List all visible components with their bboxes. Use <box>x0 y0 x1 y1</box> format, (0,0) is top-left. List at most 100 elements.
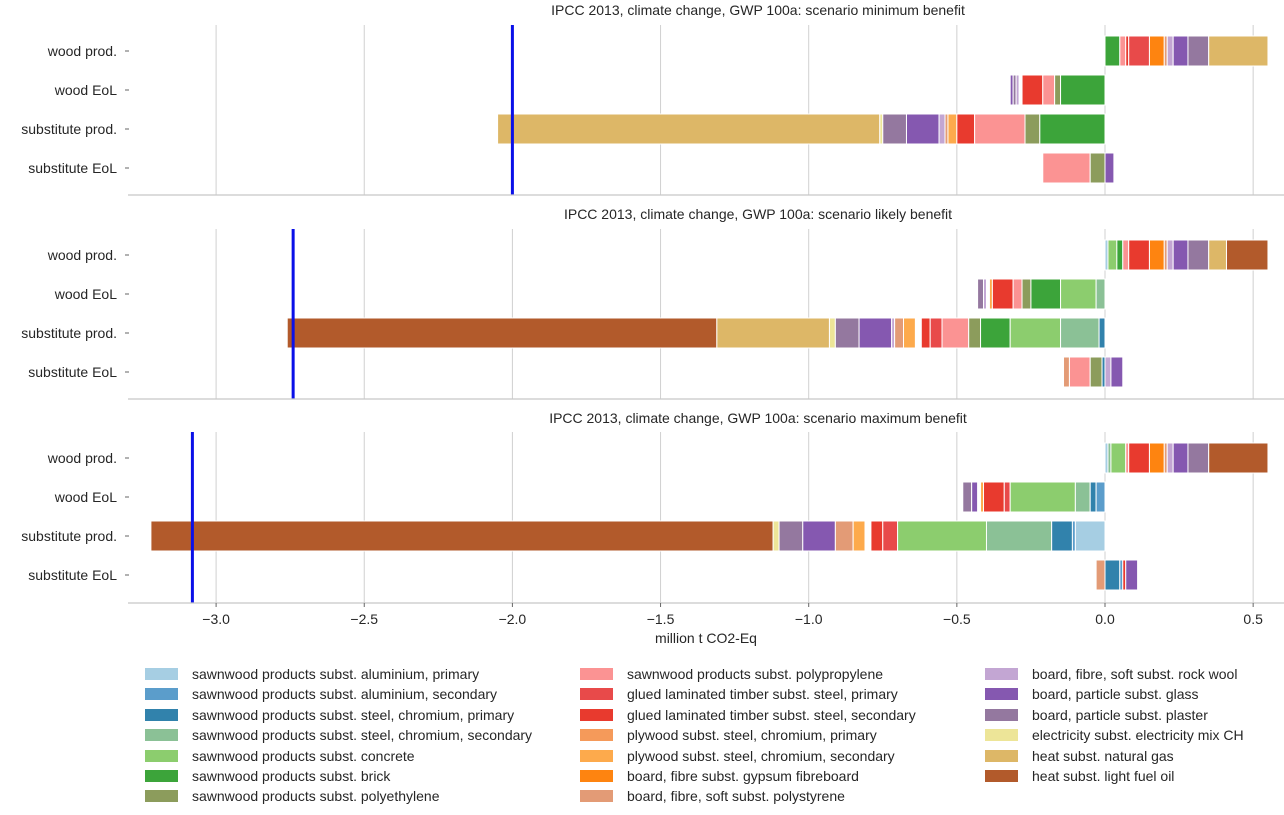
legend-label: sawnwood products subst. steel, chromium… <box>192 727 533 744</box>
bar-segment <box>980 317 1011 349</box>
bar-segment <box>1095 559 1106 591</box>
x-tick-label: −3.0 <box>202 611 230 627</box>
bar-segment <box>882 113 907 145</box>
bar-segment <box>497 113 881 145</box>
legend-item: board, fibre, soft subst. rock wool <box>985 664 1237 684</box>
bar-segment <box>1166 442 1174 474</box>
legend-item: board, particle subst. glass <box>985 684 1199 704</box>
bar-segment <box>1021 74 1044 106</box>
legend-swatch <box>145 770 178 782</box>
bar-segment <box>1148 35 1165 67</box>
bar-segment <box>882 520 899 552</box>
panel-title: IPCC 2013, climate change, GWP 100a: sce… <box>549 410 967 426</box>
bar-segment <box>1089 152 1106 184</box>
bar-segment <box>1172 442 1189 474</box>
bar-segment <box>894 317 905 349</box>
bar-segment <box>1095 278 1106 310</box>
bar-segment <box>1128 442 1150 474</box>
legend-item: plywood subst. steel, chromium, secondar… <box>580 746 895 766</box>
bar-segment <box>1110 356 1124 388</box>
chart-canvas: IPCC 2013, climate change, GWP 100a: sce… <box>21 2 1284 646</box>
legend-item: sawnwood products subst. polypropylene <box>580 664 883 684</box>
bar-segment <box>1208 35 1269 67</box>
bar-segment <box>1104 356 1112 388</box>
category-label: wood prod. <box>47 247 117 263</box>
legend-label: sawnwood products subst. concrete <box>192 747 415 764</box>
bar-segment <box>1051 520 1073 552</box>
legend-label: board, particle subst. glass <box>1032 686 1199 703</box>
bar-segment <box>1015 74 1020 106</box>
x-tick-label: −1.0 <box>795 611 823 627</box>
bar-segment <box>1119 35 1127 67</box>
bar-segment <box>1063 356 1070 388</box>
bar-segment <box>971 481 979 513</box>
legend-label: heat subst. natural gas <box>1032 747 1174 764</box>
bar-segment <box>1009 317 1062 349</box>
category-label: wood EoL <box>54 286 117 302</box>
legend-label: plywood subst. steel, chromium, secondar… <box>627 747 895 764</box>
bar-segment <box>941 317 970 349</box>
bar-segment <box>1110 442 1127 474</box>
bar-segment <box>1166 35 1174 67</box>
bar-segment <box>947 113 958 145</box>
bar-segment <box>1003 481 1011 513</box>
legend-label: glued laminated timber subst. steel, sec… <box>627 706 916 723</box>
category-label: substitute EoL <box>28 364 117 380</box>
legend-item: sawnwood products subst. concrete <box>145 746 415 766</box>
bar-segment <box>852 520 866 552</box>
bar-segment <box>929 317 943 349</box>
bar-segment <box>1039 113 1106 145</box>
category-label: wood EoL <box>54 489 117 505</box>
category-label: substitute EoL <box>28 160 117 176</box>
bar-segment <box>1128 35 1150 67</box>
bar-segment <box>772 520 780 552</box>
bar-segment <box>1107 239 1118 271</box>
bar-segment <box>716 317 830 349</box>
category-label: substitute prod. <box>21 528 117 544</box>
legend-label: board, fibre subst. gypsum fibreboard <box>627 768 859 784</box>
legend-swatch <box>985 688 1018 701</box>
bar-segment <box>1074 520 1106 552</box>
legend-swatch <box>985 729 1018 742</box>
legend-item: board, particle subst. plaster <box>985 705 1208 725</box>
bar-segment <box>1089 356 1103 388</box>
bar-segment <box>1148 239 1165 271</box>
legend-swatch <box>145 688 178 701</box>
bar-segment <box>1225 239 1269 271</box>
legend-swatch <box>580 668 613 680</box>
legend-label: sawnwood products subst. polypropylene <box>627 666 884 682</box>
bar-segment <box>905 113 940 145</box>
legend-item: glued laminated timber subst. steel, pri… <box>580 684 898 704</box>
legend-swatch <box>985 770 1018 782</box>
bar-segment <box>1128 239 1150 271</box>
bar-segment <box>897 520 987 552</box>
bar-segment <box>983 278 987 310</box>
bar-segment <box>1095 481 1106 513</box>
legend-label: board, fibre, soft subst. polystyrene <box>627 788 845 805</box>
panel-title: IPCC 2013, climate change, GWP 100a: sce… <box>551 2 965 18</box>
bar-segment <box>1042 152 1091 184</box>
legend-item: sawnwood products subst. aluminium, prim… <box>145 664 479 684</box>
bar-segment <box>778 520 804 552</box>
bar-segment <box>1098 317 1106 349</box>
bar-segment <box>870 520 884 552</box>
legend-swatch <box>145 668 178 680</box>
bar-segment <box>1068 356 1091 388</box>
legend-item: heat subst. natural gas <box>985 746 1174 766</box>
legend-label: sawnwood products subst. aluminium, prim… <box>192 666 480 682</box>
bar-segment <box>974 113 1026 145</box>
x-tick-label: −1.5 <box>647 611 675 627</box>
x-tick-label: 0.5 <box>1243 611 1263 627</box>
bar-segment <box>1060 317 1100 349</box>
legend-item: sawnwood products subst. steel, chromium… <box>145 725 532 745</box>
bar-segment <box>834 317 860 349</box>
bar-segment <box>1009 481 1076 513</box>
bar-segment <box>1116 239 1124 271</box>
x-tick-label: −2.0 <box>499 611 527 627</box>
bar-segment <box>968 317 982 349</box>
bar-segment <box>903 317 916 349</box>
bar-segment <box>983 481 1005 513</box>
legend-item: glued laminated timber subst. steel, sec… <box>580 705 916 725</box>
bar-segment <box>985 520 1053 552</box>
bar-segment <box>956 113 976 145</box>
